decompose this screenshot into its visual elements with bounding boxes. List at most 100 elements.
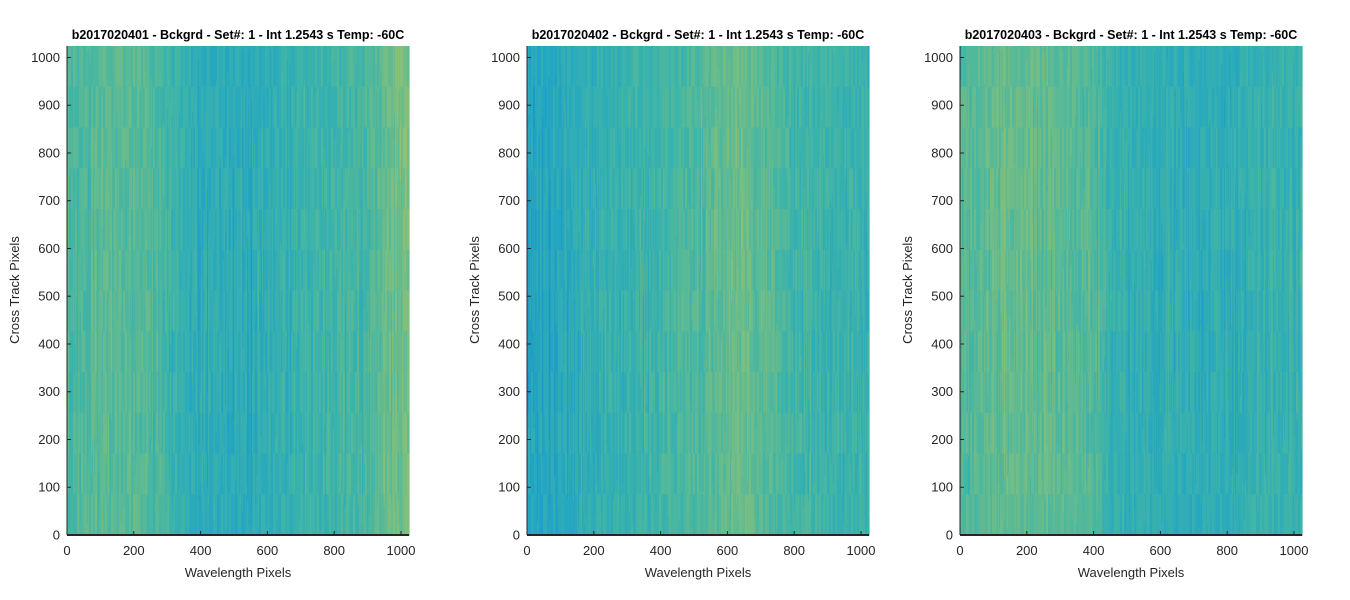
heatmap-cell (261, 46, 264, 88)
heatmap-cell (313, 494, 316, 536)
heatmap-streak (200, 279, 202, 483)
heatmap-cell (595, 372, 598, 414)
heatmap-cell (675, 209, 678, 251)
heatmap-cell (89, 249, 92, 292)
heatmap-cell (699, 372, 702, 414)
heatmap-cell (984, 331, 987, 373)
heatmap-cell (701, 168, 704, 210)
heatmap-cell (145, 290, 148, 332)
heatmap-cell (615, 168, 618, 210)
heatmap-cell (399, 168, 402, 210)
heatmap-cell (545, 168, 548, 210)
heatmap-cell (679, 372, 682, 414)
heatmap-cell (855, 412, 858, 455)
heatmap-cell (727, 86, 730, 129)
heatmap-cell (555, 412, 558, 455)
heatmap-cell (157, 249, 160, 292)
heatmap-cell (667, 127, 670, 169)
heatmap-streak (250, 160, 252, 514)
y-tick-label: 300 (38, 384, 60, 399)
heatmap-cell (695, 168, 698, 210)
heatmap-cell (151, 249, 154, 292)
heatmap-cell (201, 46, 204, 88)
heatmap-cell (669, 209, 672, 251)
heatmap-streak (134, 296, 136, 475)
heatmap-cell (841, 494, 844, 536)
heatmap-cell (213, 290, 216, 332)
heatmap-cell (767, 209, 770, 251)
heatmap-cell (577, 127, 580, 169)
heatmap-cell (605, 412, 608, 455)
heatmap-streak (741, 48, 743, 475)
heatmap-cell (857, 494, 860, 536)
heatmap-cell (1004, 412, 1007, 455)
heatmap-cell (583, 209, 586, 251)
heatmap-cell (815, 46, 818, 88)
heatmap-cell (849, 168, 852, 210)
heatmap-streak (151, 148, 153, 442)
heatmap-cell (571, 331, 574, 373)
heatmap-cell (167, 372, 170, 414)
heatmap-streak (96, 208, 98, 445)
heatmap-cell (529, 290, 532, 332)
heatmap-streak (643, 305, 644, 519)
heatmap-cell (759, 249, 762, 292)
heatmap-cell (539, 494, 542, 536)
heatmap-streak (787, 116, 789, 371)
heatmap-cell (693, 127, 696, 169)
heatmap-cell (393, 290, 396, 332)
heatmap-cell (831, 290, 834, 332)
heatmap-streak (860, 334, 862, 531)
heatmap-cell (143, 331, 146, 373)
heatmap-cell (181, 86, 184, 129)
heatmap-cell (563, 290, 566, 332)
heatmap-cell (115, 412, 118, 455)
heatmap-cell (137, 168, 140, 210)
heatmap-cell (323, 331, 326, 373)
heatmap-cell (545, 46, 548, 88)
heatmap-cell (980, 168, 983, 210)
heatmap-cell (249, 46, 252, 88)
heatmap-cell (285, 412, 288, 455)
heatmap-cell (613, 412, 616, 455)
heatmap-cell (389, 290, 392, 332)
heatmap-cell (994, 249, 997, 292)
heatmap-cell (801, 86, 804, 129)
heatmap-cell (667, 494, 670, 536)
heatmap-cell (165, 249, 168, 292)
heatmap-cell (195, 494, 198, 536)
heatmap-cell (996, 331, 999, 373)
heatmap-cell (251, 86, 254, 129)
heatmap-cell (823, 209, 826, 251)
heatmap-cell (968, 494, 971, 536)
heatmap-cell (679, 453, 682, 495)
heatmap-cell (339, 46, 342, 88)
heatmap-cell (681, 331, 684, 373)
heatmap-cell (323, 46, 326, 88)
heatmap-cell (121, 494, 124, 536)
heatmap-cell (195, 453, 198, 495)
heatmap-cell (281, 494, 284, 536)
heatmap-cell (541, 46, 544, 88)
heatmap-cell (701, 453, 704, 495)
heatmap-cell (83, 86, 86, 129)
heatmap-cell (97, 412, 100, 455)
heatmap-cell (265, 290, 268, 332)
heatmap-cell (679, 127, 682, 169)
heatmap-cell (403, 453, 406, 495)
heatmap-cell (861, 127, 864, 169)
heatmap-cell (293, 290, 296, 332)
heatmap-cell (75, 168, 78, 210)
heatmap-cell (557, 494, 560, 536)
heatmap-cell (585, 209, 588, 251)
heatmap-cell (717, 168, 720, 210)
heatmap-cell (279, 168, 282, 210)
heatmap-cell (729, 209, 732, 251)
heatmap-cell (583, 290, 586, 332)
heatmap-cell (177, 372, 180, 414)
heatmap-cell (697, 168, 700, 210)
heatmap-cell (315, 127, 318, 169)
heatmap-cell (613, 46, 616, 88)
heatmap-cell (67, 168, 70, 210)
heatmap-cell (201, 372, 204, 414)
